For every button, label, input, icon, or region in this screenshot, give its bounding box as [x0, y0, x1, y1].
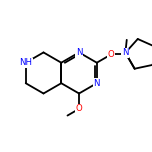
Text: O: O — [108, 50, 114, 59]
Text: NH: NH — [19, 58, 32, 67]
Text: N: N — [76, 48, 82, 57]
Text: N: N — [94, 79, 100, 88]
Text: O: O — [76, 104, 82, 113]
Text: N: N — [122, 48, 129, 57]
